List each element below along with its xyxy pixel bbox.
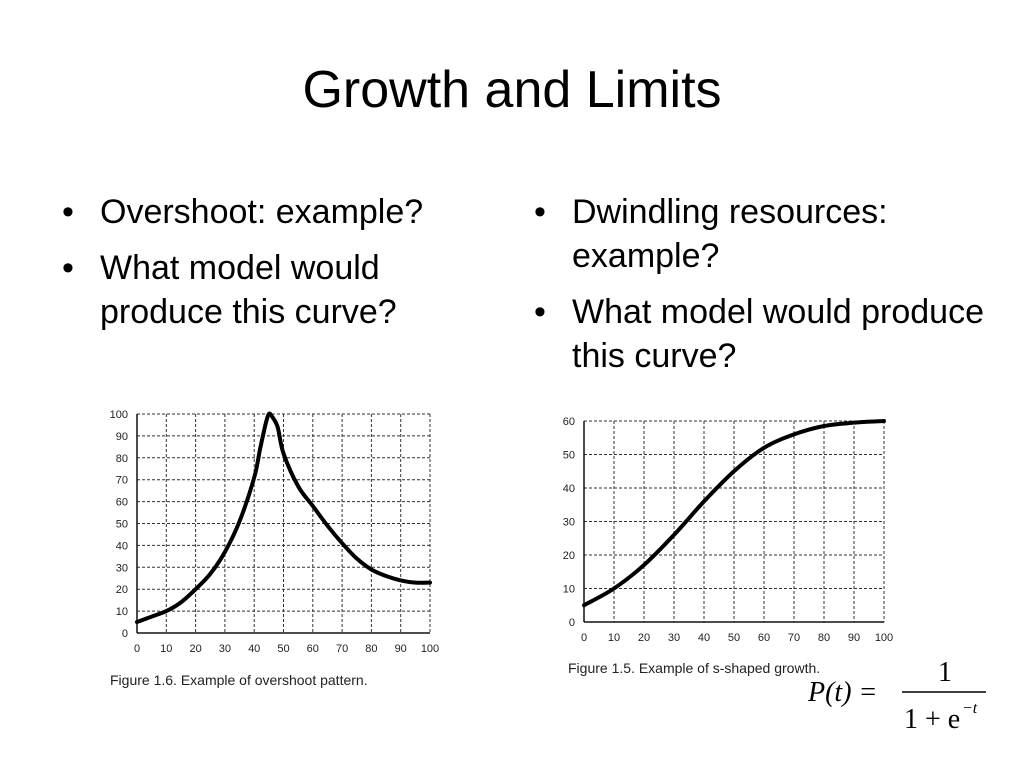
s-shaped-y-tick-label-6: 60: [563, 416, 575, 428]
overshoot-x-tick-label-0: 0: [134, 643, 140, 655]
s-shaped-x-tick-label-10: 100: [875, 632, 893, 644]
s-shaped-y-tick-label-0: 0: [569, 617, 575, 629]
slide-title: Growth and Limits: [302, 61, 722, 119]
overshoot-x-tick-label-2: 20: [189, 643, 201, 655]
overshoot-x-tick-label-1: 10: [160, 643, 172, 655]
overshoot-x-tick-label-5: 50: [277, 643, 289, 655]
equation-lhs: P(t) =: [807, 677, 877, 708]
overshoot-y-tick-label-1: 10: [116, 606, 128, 618]
s-shaped-y-tick-label-1: 10: [563, 584, 575, 596]
overshoot-y-tick-label-9: 90: [116, 431, 128, 443]
left-bullet-list: Overshoot: example? What model would pro…: [58, 190, 508, 346]
s-shaped-chart: 0 10 20 30 40 50 60 70 80 90 100 0 10 20 30 40 50 60: [563, 416, 893, 644]
equation: P(t) = 1 1 + e −t: [807, 657, 986, 735]
s-shaped-y-tick-label-5: 50: [563, 450, 575, 462]
overshoot-y-tick-label-0: 0: [122, 628, 128, 640]
overshoot-y-tick-label-4: 40: [116, 540, 128, 552]
overshoot-x-tick-label-9: 90: [395, 643, 407, 655]
s-shaped-x-tick-label-4: 40: [698, 632, 710, 644]
s-shaped-y-tick-label-3: 30: [563, 517, 575, 529]
s-shaped-series-line-0: [582, 419, 886, 608]
overshoot-x-tick-label-8: 80: [365, 643, 377, 655]
overshoot-y-tick-label-3: 30: [116, 562, 128, 574]
overshoot-series-line-0: [135, 411, 432, 625]
s-shaped-x-tick-label-6: 60: [758, 632, 770, 644]
overshoot-x-tick-label-6: 60: [307, 643, 319, 655]
overshoot-x-tick-label-4: 40: [248, 643, 260, 655]
overshoot-x-tick-label-3: 30: [219, 643, 231, 655]
s-shaped-caption: Figure 1.5. Example of s-shaped growth.: [568, 660, 820, 676]
s-shaped-x-tick-label-7: 70: [788, 632, 800, 644]
s-shaped-y-tick-label-2: 20: [563, 550, 575, 562]
s-shaped-x-tick-label-1: 10: [608, 632, 620, 644]
overshoot-y-tick-label-5: 50: [116, 519, 128, 531]
overshoot-y-tick-label-2: 20: [116, 584, 128, 596]
s-shaped-x-tick-label-8: 80: [818, 632, 830, 644]
overshoot-chart: 0 10 20 30 40 50 60 70 80 90 100 0 10 20 30 40 50 60 70 80 9…: [110, 409, 440, 655]
s-shaped-x-tick-label-0: 0: [581, 632, 587, 644]
s-shaped-x-tick-label-9: 90: [848, 632, 860, 644]
overshoot-y-tick-label-6: 60: [116, 497, 128, 509]
overshoot-x-tick-label-10: 100: [421, 643, 439, 655]
s-shaped-x-tick-label-3: 30: [668, 632, 680, 644]
right-bullet-1: Dwindling resources: example?: [530, 190, 990, 278]
left-bullet-1: Overshoot: example?: [58, 190, 508, 234]
s-shaped-x-tick-label-2: 20: [638, 632, 650, 644]
right-bullet-2: What model would produce this curve?: [530, 290, 990, 378]
overshoot-y-tick-label-7: 70: [116, 475, 128, 487]
overshoot-y-tick-label-10: 100: [110, 409, 128, 421]
equation-exponent: −t: [962, 700, 978, 717]
overshoot-y-tick-label-8: 80: [116, 453, 128, 465]
s-shaped-x-tick-label-5: 50: [728, 632, 740, 644]
left-bullet-2: What model would produce this curve?: [58, 246, 508, 334]
overshoot-x-tick-label-7: 70: [336, 643, 348, 655]
equation-denominator: 1 + e: [904, 704, 960, 735]
right-bullet-list: Dwindling resources: example? What model…: [530, 190, 990, 390]
overshoot-caption: Figure 1.6. Example of overshoot pattern…: [110, 672, 368, 688]
equation-numerator: 1: [938, 657, 952, 688]
s-shaped-y-tick-label-4: 40: [563, 483, 575, 495]
